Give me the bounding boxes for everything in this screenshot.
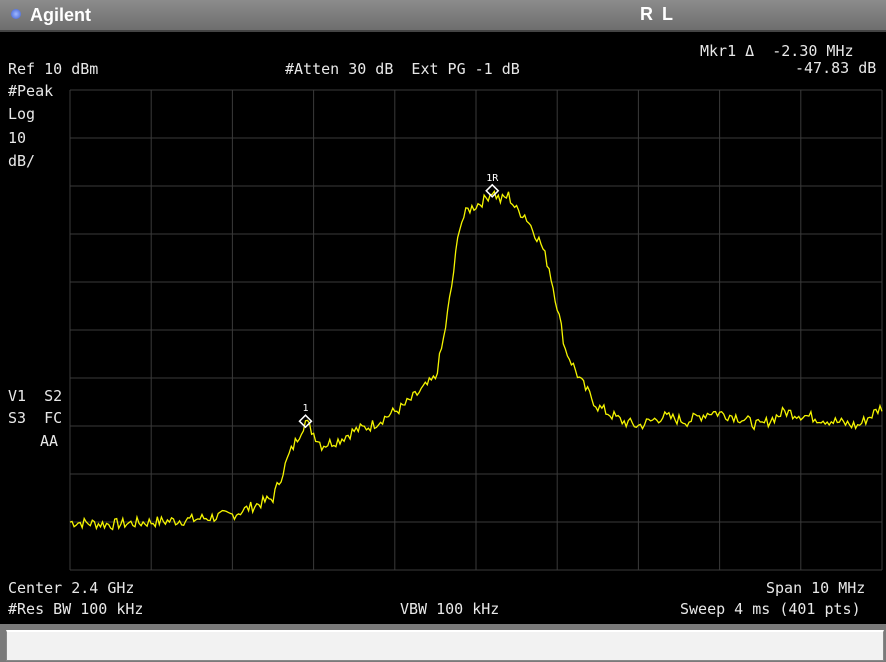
- detector-mode: #Peak: [8, 82, 54, 100]
- marker-readout-value: -47.83 dB: [795, 59, 877, 77]
- status-line-1: V1 S2: [8, 387, 63, 405]
- mode-indicator: R L: [640, 4, 675, 24]
- video-bandwidth: VBW 100 kHz: [400, 600, 500, 618]
- status-line-3: AA: [40, 432, 59, 450]
- marker-readout-label: Mkr1 Δ -2.30 MHz: [700, 42, 854, 60]
- scale-unit: dB/: [8, 152, 36, 170]
- sweep-readout: Sweep 4 ms (401 pts): [680, 600, 861, 618]
- scale-value: 10: [8, 129, 27, 147]
- brand-label: Agilent: [30, 5, 91, 25]
- agilent-logo-icon: [11, 9, 21, 19]
- spectrum-trace: [69, 189, 883, 531]
- span-readout: Span 10 MHz: [766, 579, 866, 597]
- status-line-2: S3 FC: [8, 409, 63, 427]
- command-entry-field[interactable]: [6, 630, 884, 661]
- reference-level: Ref 10 dBm: [8, 60, 99, 78]
- marker-label: 1: [302, 403, 308, 414]
- attenuation-readout: #Atten 30 dB Ext PG -1 dB: [285, 60, 520, 78]
- marker-diamond: [298, 414, 313, 429]
- marker-diamond: [485, 183, 500, 198]
- scale-type: Log: [8, 105, 36, 123]
- title-bar: Agilent R L: [0, 0, 886, 32]
- resolution-bandwidth: #Res BW 100 kHz: [8, 600, 144, 618]
- marker-label: 1R: [486, 173, 499, 184]
- center-frequency: Center 2.4 GHz: [8, 579, 135, 597]
